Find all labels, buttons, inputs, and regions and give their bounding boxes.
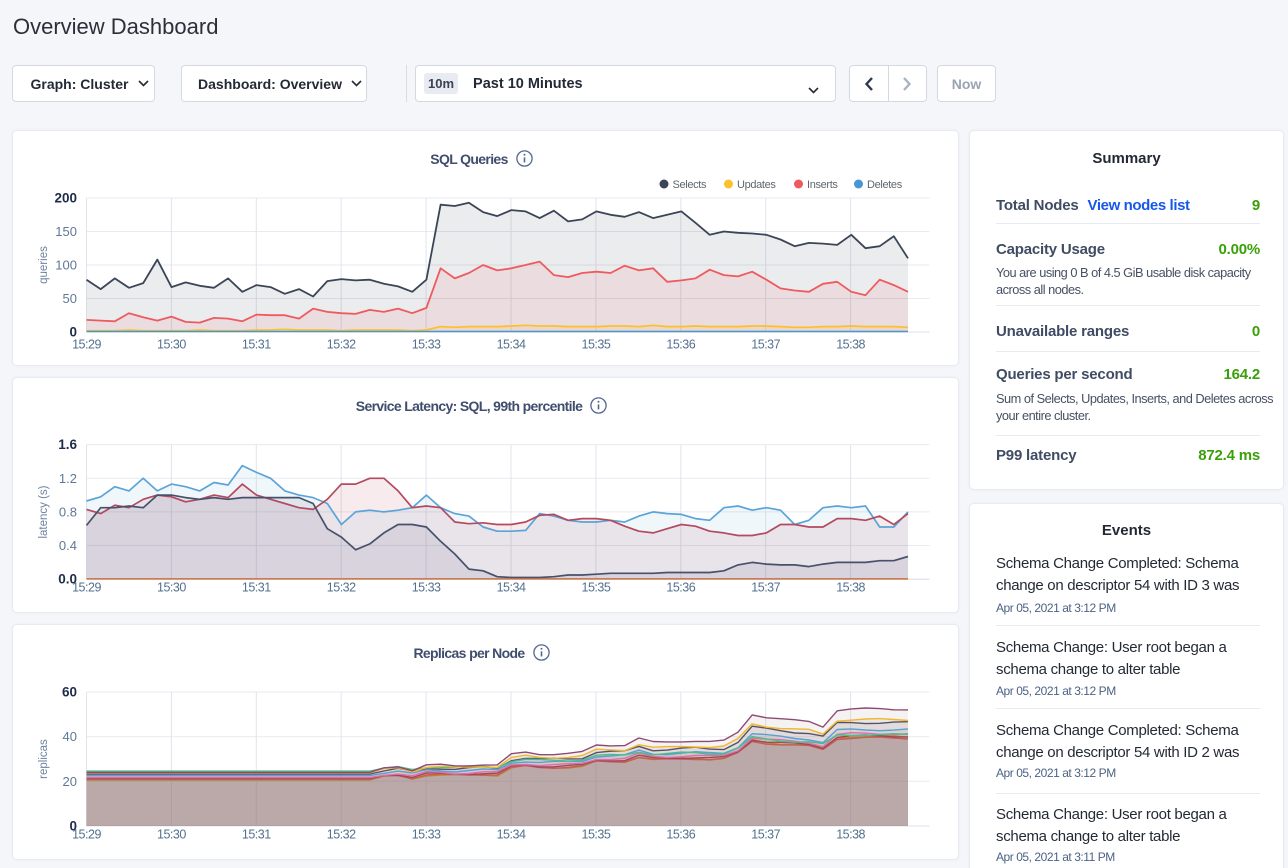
svg-text:15:33: 15:33 (412, 338, 441, 352)
svg-text:15:30: 15:30 (157, 581, 186, 595)
svg-text:15:35: 15:35 (582, 581, 611, 595)
svg-text:15:33: 15:33 (412, 581, 441, 595)
svg-text:latency (s): latency (s) (38, 485, 50, 538)
svg-text:200: 200 (54, 191, 77, 206)
svg-text:15:38: 15:38 (836, 828, 865, 842)
svg-text:15:32: 15:32 (327, 828, 356, 842)
svg-text:15:31: 15:31 (242, 338, 271, 352)
svg-text:15:37: 15:37 (751, 581, 780, 595)
svg-text:0: 0 (69, 819, 77, 834)
svg-text:15:30: 15:30 (157, 828, 186, 842)
svg-text:15:29: 15:29 (72, 338, 101, 352)
svg-text:15:35: 15:35 (582, 338, 611, 352)
svg-text:Deletes: Deletes (867, 179, 903, 191)
svg-text:100: 100 (55, 258, 77, 273)
svg-text:1.2: 1.2 (59, 471, 77, 486)
svg-text:queries: queries (38, 246, 50, 284)
svg-text:0.0: 0.0 (58, 572, 77, 587)
svg-text:40: 40 (63, 729, 77, 744)
svg-text:15:29: 15:29 (72, 828, 101, 842)
svg-text:Updates: Updates (737, 179, 776, 191)
svg-text:15:31: 15:31 (242, 828, 271, 842)
svg-text:15:29: 15:29 (72, 581, 101, 595)
svg-text:150: 150 (55, 224, 77, 239)
svg-text:0.8: 0.8 (59, 504, 77, 519)
svg-text:1.6: 1.6 (58, 437, 77, 452)
svg-text:15:36: 15:36 (666, 828, 695, 842)
svg-text:Inserts: Inserts (807, 179, 838, 191)
svg-text:0: 0 (69, 325, 77, 340)
svg-text:15:37: 15:37 (751, 828, 780, 842)
svg-text:15:36: 15:36 (666, 581, 695, 595)
svg-text:0.4: 0.4 (59, 538, 77, 553)
svg-text:15:37: 15:37 (751, 338, 780, 352)
svg-text:15:32: 15:32 (327, 581, 356, 595)
svg-text:15:33: 15:33 (412, 828, 441, 842)
svg-text:15:38: 15:38 (836, 338, 865, 352)
svg-text:60: 60 (62, 685, 77, 700)
svg-text:replicas: replicas (38, 739, 50, 779)
svg-text:15:38: 15:38 (836, 581, 865, 595)
svg-text:15:34: 15:34 (497, 581, 526, 595)
svg-text:15:34: 15:34 (497, 338, 526, 352)
svg-text:15:36: 15:36 (666, 338, 695, 352)
svg-text:15:35: 15:35 (582, 828, 611, 842)
svg-text:15:34: 15:34 (497, 828, 526, 842)
svg-text:20: 20 (63, 774, 77, 789)
svg-text:Selects: Selects (673, 179, 707, 191)
svg-text:15:32: 15:32 (327, 338, 356, 352)
svg-text:15:30: 15:30 (157, 338, 186, 352)
svg-text:50: 50 (63, 291, 77, 306)
svg-text:15:31: 15:31 (242, 581, 271, 595)
